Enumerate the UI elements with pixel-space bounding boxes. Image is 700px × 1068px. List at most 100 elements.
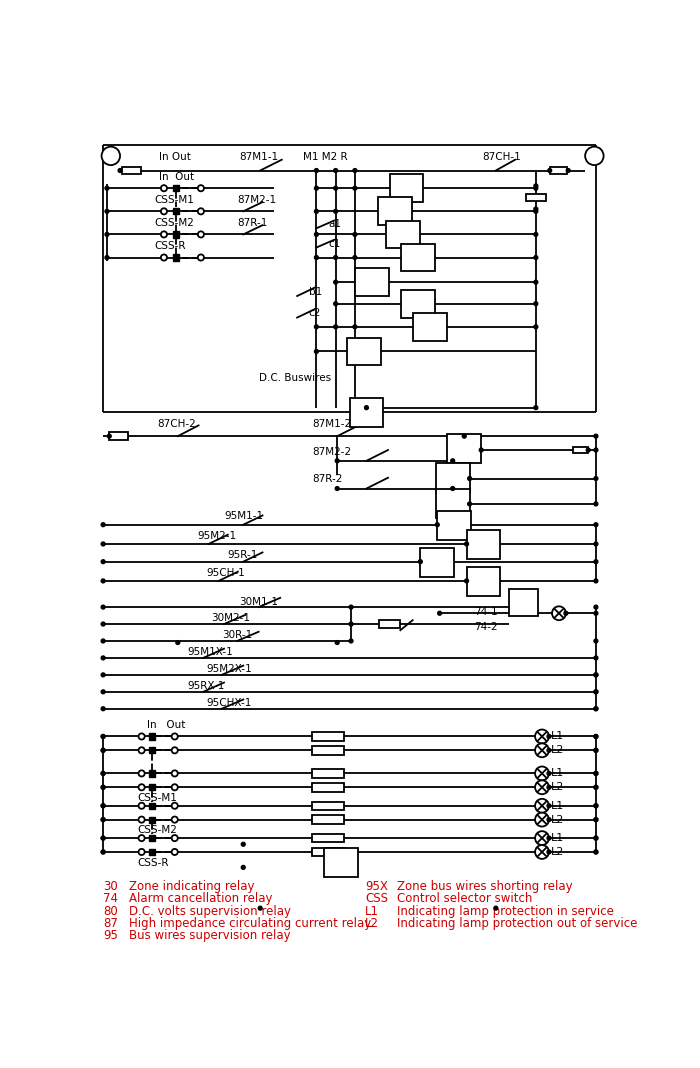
Circle shape <box>435 522 439 527</box>
Text: 96: 96 <box>358 343 371 352</box>
Circle shape <box>535 743 549 757</box>
Circle shape <box>534 207 538 211</box>
Text: 87M2-1: 87M2-1 <box>237 194 276 205</box>
Circle shape <box>102 785 105 789</box>
Circle shape <box>548 169 552 172</box>
Text: 95: 95 <box>430 553 444 563</box>
Bar <box>173 208 179 215</box>
Text: L2: L2 <box>552 847 565 857</box>
Bar <box>466 530 500 560</box>
Circle shape <box>102 850 105 854</box>
Circle shape <box>419 560 422 564</box>
Bar <box>312 747 344 755</box>
Circle shape <box>102 771 105 775</box>
Text: 96: 96 <box>412 295 425 304</box>
Text: 96: 96 <box>423 317 436 328</box>
Text: 30: 30 <box>446 493 460 504</box>
Circle shape <box>594 771 598 775</box>
Circle shape <box>102 606 105 609</box>
Text: 95X: 95X <box>365 880 388 893</box>
Circle shape <box>365 406 368 410</box>
Bar <box>173 254 179 261</box>
Circle shape <box>161 185 167 191</box>
Circle shape <box>105 233 109 236</box>
Circle shape <box>102 749 105 752</box>
Circle shape <box>102 623 105 626</box>
Bar <box>312 801 344 810</box>
Text: 95RX-1: 95RX-1 <box>188 680 225 691</box>
Text: 87CH-2: 87CH-2 <box>157 419 196 429</box>
Circle shape <box>547 836 551 841</box>
Text: 30: 30 <box>446 469 460 478</box>
Circle shape <box>349 639 353 643</box>
Circle shape <box>535 729 549 743</box>
Circle shape <box>102 639 105 643</box>
Circle shape <box>594 522 598 527</box>
Circle shape <box>594 543 598 546</box>
Circle shape <box>451 487 454 490</box>
Circle shape <box>480 449 483 452</box>
Circle shape <box>334 302 337 305</box>
Circle shape <box>176 641 180 644</box>
Circle shape <box>161 232 167 237</box>
Bar <box>122 167 141 174</box>
Text: E: E <box>400 235 406 245</box>
Text: 74: 74 <box>103 893 118 906</box>
Text: H2: H2 <box>357 352 371 362</box>
Bar <box>550 167 568 174</box>
Circle shape <box>102 673 105 677</box>
Text: 74: 74 <box>516 592 531 606</box>
Circle shape <box>102 735 105 738</box>
Text: D1: D1 <box>399 189 414 199</box>
Text: 30: 30 <box>103 880 118 893</box>
Circle shape <box>594 818 598 821</box>
Circle shape <box>314 169 318 172</box>
Circle shape <box>172 734 178 739</box>
Text: Zone indicating relay: Zone indicating relay <box>130 880 255 893</box>
Text: 30M2-1: 30M2-1 <box>211 613 250 623</box>
Circle shape <box>139 770 145 776</box>
Text: M1 M2 R: M1 M2 R <box>303 153 348 162</box>
Circle shape <box>102 850 105 854</box>
Text: +: + <box>105 148 117 163</box>
Circle shape <box>468 476 472 481</box>
Text: 95: 95 <box>447 516 461 527</box>
Circle shape <box>139 784 145 790</box>
Text: CSS: CSS <box>365 893 388 906</box>
Circle shape <box>314 186 318 190</box>
Text: CHX: CHX <box>473 582 495 593</box>
Circle shape <box>353 186 357 190</box>
Circle shape <box>102 579 105 583</box>
Circle shape <box>172 784 178 790</box>
Circle shape <box>102 749 105 752</box>
Circle shape <box>594 707 598 710</box>
Circle shape <box>535 767 549 781</box>
Circle shape <box>139 803 145 808</box>
Text: 80: 80 <box>359 403 374 413</box>
Circle shape <box>594 804 598 807</box>
Bar <box>149 835 155 842</box>
Text: L2: L2 <box>552 782 565 792</box>
Circle shape <box>494 907 498 910</box>
Circle shape <box>594 707 598 710</box>
Bar <box>312 769 344 778</box>
Circle shape <box>594 476 598 481</box>
Circle shape <box>105 255 109 260</box>
Circle shape <box>102 804 105 807</box>
Text: 96: 96 <box>400 179 413 189</box>
Circle shape <box>535 799 549 813</box>
Text: D.C. volts supervision relay: D.C. volts supervision relay <box>130 905 291 917</box>
Text: 96: 96 <box>389 202 402 213</box>
Circle shape <box>594 804 598 807</box>
Text: L2: L2 <box>365 917 379 930</box>
Bar <box>109 433 127 440</box>
Text: 30: 30 <box>457 439 471 449</box>
Circle shape <box>102 735 105 738</box>
Circle shape <box>139 849 145 855</box>
Circle shape <box>534 406 538 410</box>
Circle shape <box>314 209 318 214</box>
Text: Zone bus wires shorting relay: Zone bus wires shorting relay <box>398 880 573 893</box>
Circle shape <box>594 836 598 841</box>
Bar <box>149 734 155 739</box>
Text: CSS-M2: CSS-M2 <box>137 826 177 835</box>
